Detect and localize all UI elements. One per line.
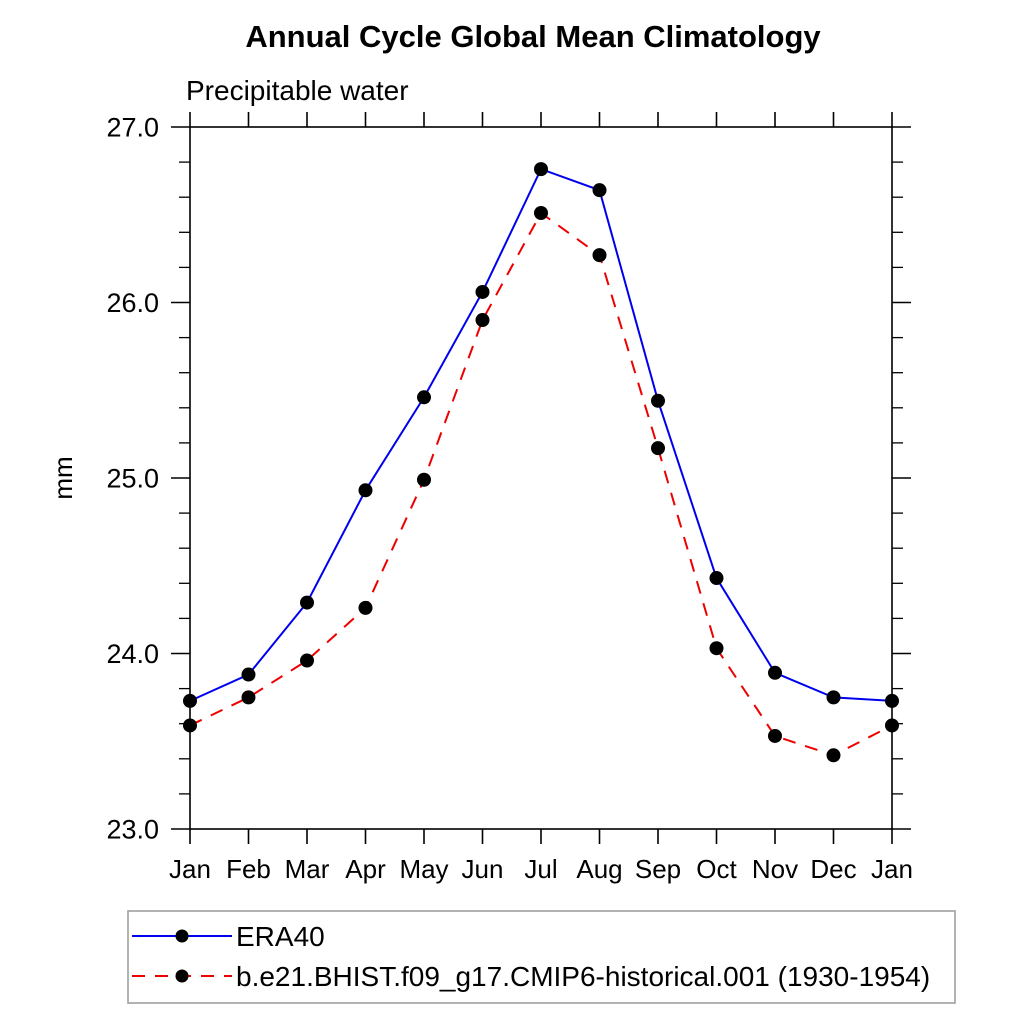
- axes-layer: Jan Feb Mar Apr May Jun Jul Aug Sep Oct Nov Dec Jan 2…: [106, 112, 913, 884]
- chart-title: Annual Cycle Global Mean Climatology: [245, 19, 821, 54]
- data-point-marker: [592, 248, 607, 263]
- plot-frame: [189, 126, 893, 830]
- x-tick-label: Jul: [524, 854, 557, 884]
- data-point-marker: [768, 665, 782, 680]
- data-point-marker: [241, 667, 256, 682]
- data-point-marker: [417, 472, 431, 487]
- x-tick-label: Mar: [285, 854, 330, 884]
- legend-samples: [132, 929, 232, 983]
- legend-sample-marker-1: [175, 969, 189, 983]
- series-line-1: [189, 211, 893, 757]
- legend-label-cmip6-historical: b.e21.BHIST.f09_g17.CMIP6-historical.001…: [236, 961, 930, 992]
- x-tick-label: Nov: [752, 854, 798, 884]
- data-point-marker: [826, 690, 841, 705]
- x-tick-label: Feb: [226, 854, 271, 884]
- x-tick-label: Jan: [871, 854, 913, 884]
- x-tick-label: Jun: [462, 854, 504, 884]
- series-line-0: [189, 167, 893, 702]
- data-point-marker: [826, 748, 841, 763]
- chart-subtitle: Precipitable water: [186, 75, 409, 106]
- x-tick-label: Oct: [696, 854, 737, 884]
- legend-sample-marker-0: [175, 929, 189, 943]
- data-point-marker: [300, 653, 314, 668]
- x-tick-label: May: [399, 854, 448, 884]
- data-point-marker: [417, 390, 431, 405]
- y-axis-label: mm: [48, 456, 78, 499]
- legend: ERA40 b.e21.BHIST.f09_g17.CMIP6-historic…: [127, 910, 956, 1004]
- data-point-marker: [475, 284, 490, 299]
- x-tick-label: Apr: [345, 854, 386, 884]
- data-point-marker: [183, 693, 197, 708]
- y-tick-label: 25.0: [106, 464, 159, 494]
- data-point-marker: [475, 313, 490, 328]
- data-point-marker: [709, 641, 724, 656]
- data-point-marker: [651, 393, 665, 408]
- data-point-marker: [768, 728, 782, 743]
- data-point-marker: [885, 693, 899, 708]
- data-point-marker: [651, 441, 665, 456]
- data-point-marker: [241, 690, 256, 705]
- y-tick-label: 23.0: [106, 815, 159, 845]
- legend-label-era40: ERA40: [236, 921, 325, 952]
- x-tick-label: Dec: [810, 854, 856, 884]
- y-tick-label: 27.0: [106, 113, 159, 143]
- data-point-marker: [592, 183, 607, 198]
- data-series-layer: [183, 162, 899, 763]
- x-tick-label: Jan: [169, 854, 211, 884]
- data-point-marker: [534, 205, 548, 220]
- y-tick-label: 26.0: [106, 288, 159, 318]
- data-point-marker: [300, 595, 314, 610]
- x-tick-label: Aug: [576, 854, 622, 884]
- y-tick-label: 24.0: [106, 639, 159, 669]
- legend-box: [127, 910, 956, 1004]
- x-tick-label: Sep: [635, 854, 681, 884]
- data-point-marker: [358, 483, 373, 498]
- data-point-marker: [183, 718, 197, 733]
- data-point-marker: [534, 162, 548, 177]
- data-point-marker: [358, 600, 373, 615]
- data-point-marker: [885, 718, 899, 733]
- data-point-marker: [709, 571, 724, 586]
